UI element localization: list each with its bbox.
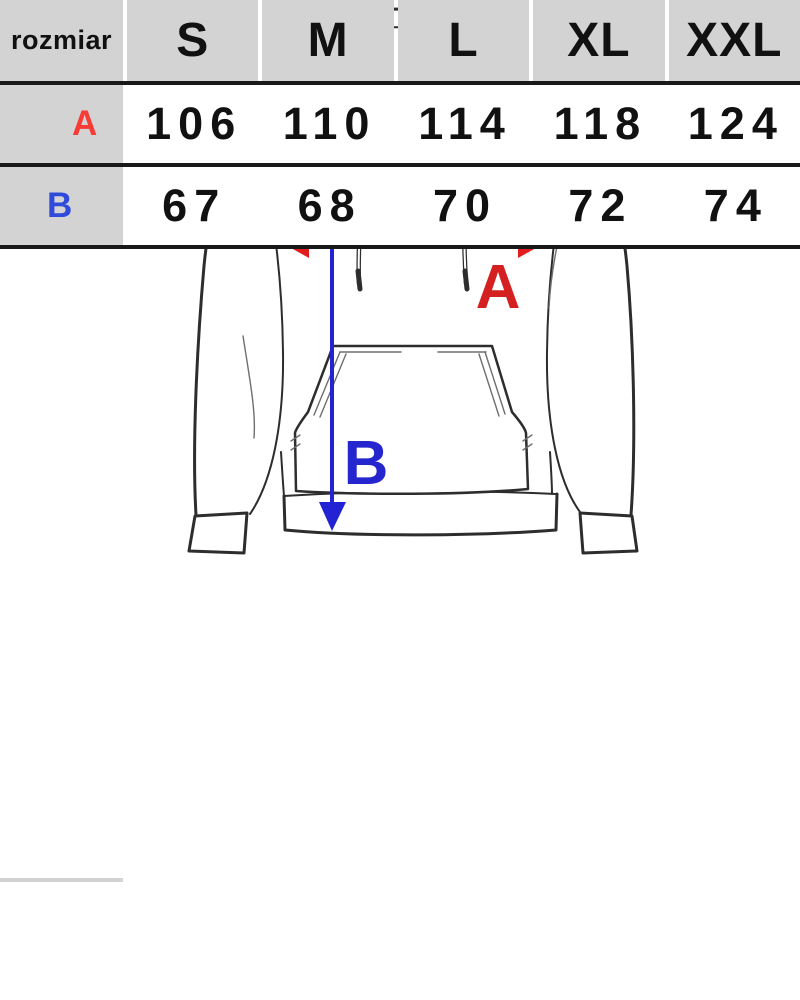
height-arrow-label: B xyxy=(344,429,389,498)
value-a-xl: 118 xyxy=(529,85,665,163)
value-b-xl: 72 xyxy=(529,167,665,245)
pocket-left-hatch xyxy=(290,434,301,451)
row-a-label: A xyxy=(0,85,123,163)
size-header-m: M xyxy=(262,0,394,81)
value-b-m: 68 xyxy=(258,167,394,245)
value-b-s: 67 xyxy=(123,167,259,245)
value-a-l: 114 xyxy=(393,85,530,163)
table-row-a: A 106 110 114 118 124 xyxy=(0,81,800,163)
pocket-outline xyxy=(293,344,530,496)
value-a-m: 110 xyxy=(258,85,394,163)
value-b-l: 70 xyxy=(393,167,530,245)
size-header-s: S xyxy=(127,0,259,81)
size-header-xl: XL xyxy=(533,0,665,81)
pocket-right-hatch xyxy=(522,434,533,451)
drawstring-right-aglet xyxy=(462,268,470,292)
table-row-b: B 67 68 70 72 74 xyxy=(0,163,800,245)
width-arrow-label: A xyxy=(476,253,521,322)
sleeve-left-shadow-low xyxy=(242,335,256,439)
value-b-xxl: 74 xyxy=(664,167,800,245)
waistband-outline xyxy=(282,492,559,537)
cuff-right xyxy=(578,511,639,555)
body-seam-left xyxy=(280,451,285,497)
cuff-left xyxy=(187,511,249,555)
value-a-xxl: 124 xyxy=(664,85,800,163)
row-b-label: B xyxy=(0,167,123,245)
table-header-row: rozmiar S M L XL XXL xyxy=(0,0,800,81)
size-table: rozmiar S M L XL XXL A 106 110 114 118 1… xyxy=(0,0,800,249)
height-arrowhead-bottom xyxy=(319,502,346,531)
table-label-column-stub xyxy=(0,878,123,882)
body-seam-right xyxy=(549,451,553,495)
pocket-right-stitch xyxy=(478,351,506,417)
size-header-xxl: XXL xyxy=(668,0,800,81)
drawstring-left-aglet xyxy=(355,268,363,292)
value-a-s: 106 xyxy=(123,85,259,163)
table-corner-label: rozmiar xyxy=(0,0,123,81)
size-header-l: L xyxy=(397,0,530,81)
